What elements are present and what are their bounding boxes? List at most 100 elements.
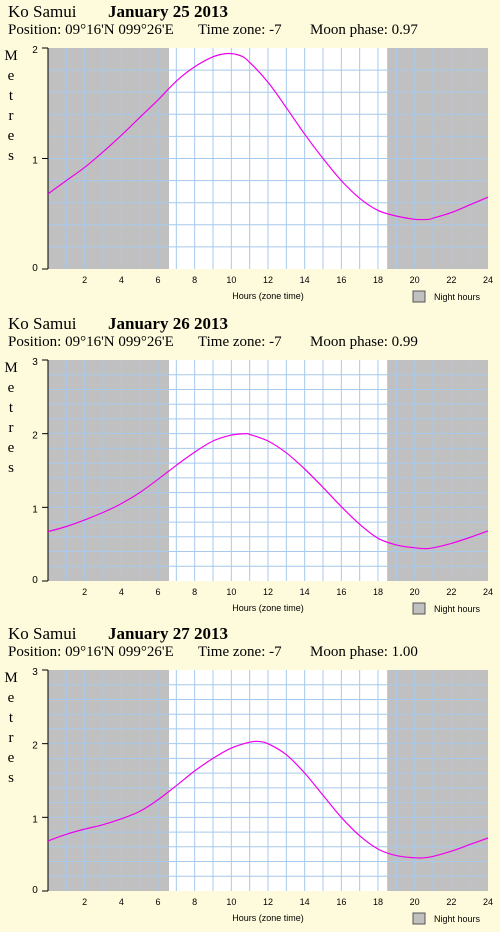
y-axis-label-letter: r <box>8 730 14 746</box>
position-text: Position: 09°16'N 099°26'E <box>8 644 174 660</box>
x-tick-label: 12 <box>263 587 273 597</box>
moon-phase-text: Moon phase: 0.99 <box>310 334 418 350</box>
y-tick-label: 2 <box>32 741 38 752</box>
tide-curve <box>47 740 489 859</box>
y-tick-label: 0 <box>32 885 38 896</box>
position-text: Position: 09°16'N 099°26'E <box>8 334 174 350</box>
night-band <box>48 670 169 891</box>
chart-date: January 25 2013 <box>108 2 228 21</box>
timezone-text: Time zone: -7 <box>198 644 282 660</box>
x-tick-label: 10 <box>226 897 236 907</box>
y-axis-label-letter: e <box>7 750 15 766</box>
x-tick-label: 8 <box>192 275 197 285</box>
panel-header: Ko Samui January 25 2013 <box>8 2 228 22</box>
y-axis-label-letter: r <box>8 108 14 124</box>
y-tick-label: 1 <box>32 504 38 515</box>
x-axis-label: Hours (zone time) <box>232 913 304 923</box>
x-tick-label: 20 <box>410 587 420 597</box>
x-tick-label: 14 <box>300 587 310 597</box>
x-tick-label: 6 <box>155 275 160 285</box>
tide-panel: Ko Samui January 27 2013 Position: 09°16'N… <box>0 622 500 932</box>
x-tick-label: 2 <box>82 587 87 597</box>
x-axis-label: Hours (zone time) <box>232 603 304 613</box>
night-legend-label: Night hours <box>434 604 481 614</box>
y-axis-label-letter: t <box>8 88 14 104</box>
x-tick-label: 14 <box>300 275 310 285</box>
x-tick-label: 18 <box>373 275 383 285</box>
x-tick-label: 22 <box>446 897 456 907</box>
y-axis-label-letter: t <box>8 710 14 726</box>
timezone-text: Time zone: -7 <box>198 22 282 38</box>
x-tick-label: 10 <box>226 275 236 285</box>
y-axis-label-letter: e <box>7 380 15 396</box>
x-tick-label: 10 <box>226 587 236 597</box>
y-axis-label-letter: e <box>7 128 15 144</box>
y-axis-label-letter: s <box>8 460 14 476</box>
panel-subheader: Position: 09°16'N 099°26'E Time zone: -7 M… <box>8 334 418 351</box>
y-axis-label-letter: s <box>8 148 14 164</box>
y-axis-label-letter: M <box>4 360 18 376</box>
y-tick-label: 2 <box>32 45 38 56</box>
y-axis-label-letter: t <box>8 400 14 416</box>
x-tick-label: 4 <box>119 587 124 597</box>
y-axis-label-letter: r <box>8 420 14 436</box>
x-axis-label: Hours (zone time) <box>232 291 304 301</box>
moon-phase-text: Moon phase: 0.97 <box>310 22 418 38</box>
x-tick-label: 22 <box>446 587 456 597</box>
x-tick-label: 12 <box>263 897 273 907</box>
x-tick-label: 12 <box>263 275 273 285</box>
night-legend-swatch <box>412 912 426 925</box>
y-axis-label-letter: M <box>4 670 18 686</box>
x-tick-label: 20 <box>410 275 420 285</box>
y-axis-label-letter: M <box>4 48 18 64</box>
y-tick-label: 1 <box>32 814 38 825</box>
y-tick-label: 2 <box>32 431 38 442</box>
moon-phase-text: Moon phase: 1.00 <box>310 644 418 660</box>
tide-curve <box>47 432 489 550</box>
x-tick-label: 24 <box>483 275 493 285</box>
x-tick-label: 18 <box>373 587 383 597</box>
y-axis-label-letter: e <box>7 690 15 706</box>
y-axis-label-letter: e <box>7 440 15 456</box>
x-tick-label: 18 <box>373 897 383 907</box>
x-tick-label: 16 <box>336 587 346 597</box>
tide-panel: Ko Samui January 25 2013 Position: 09°16'N… <box>0 0 500 310</box>
chart-date: January 27 2013 <box>108 624 228 643</box>
x-tick-label: 20 <box>410 897 420 907</box>
y-axis-label-letter: s <box>8 770 14 786</box>
chart-date: January 26 2013 <box>108 314 228 333</box>
tide-panel: Ko Samui January 26 2013 Position: 09°16'N… <box>0 312 500 622</box>
x-tick-label: 8 <box>192 897 197 907</box>
night-band <box>387 670 488 891</box>
y-axis-label-letter: e <box>7 68 15 84</box>
tide-curve <box>47 52 489 221</box>
x-tick-label: 16 <box>336 897 346 907</box>
x-tick-label: 4 <box>119 897 124 907</box>
night-band <box>48 360 169 581</box>
y-tick-label: 0 <box>32 575 38 586</box>
y-tick-label: 3 <box>32 667 38 678</box>
timezone-text: Time zone: -7 <box>198 334 282 350</box>
night-legend-swatch <box>412 290 426 303</box>
x-tick-label: 4 <box>119 275 124 285</box>
position-text: Position: 09°16'N 099°26'E <box>8 22 174 38</box>
y-tick-label: 1 <box>32 156 38 167</box>
location-name: Ko Samui <box>8 2 77 21</box>
x-tick-label: 8 <box>192 587 197 597</box>
x-tick-label: 2 <box>82 275 87 285</box>
x-tick-label: 24 <box>483 587 493 597</box>
night-legend-label: Night hours <box>434 292 481 302</box>
x-tick-label: 14 <box>300 897 310 907</box>
panel-subheader: Position: 09°16'N 099°26'E Time zone: -7 M… <box>8 22 418 39</box>
x-tick-label: 6 <box>155 587 160 597</box>
x-tick-label: 6 <box>155 897 160 907</box>
y-tick-label: 3 <box>32 357 38 368</box>
night-legend-swatch <box>412 602 426 615</box>
